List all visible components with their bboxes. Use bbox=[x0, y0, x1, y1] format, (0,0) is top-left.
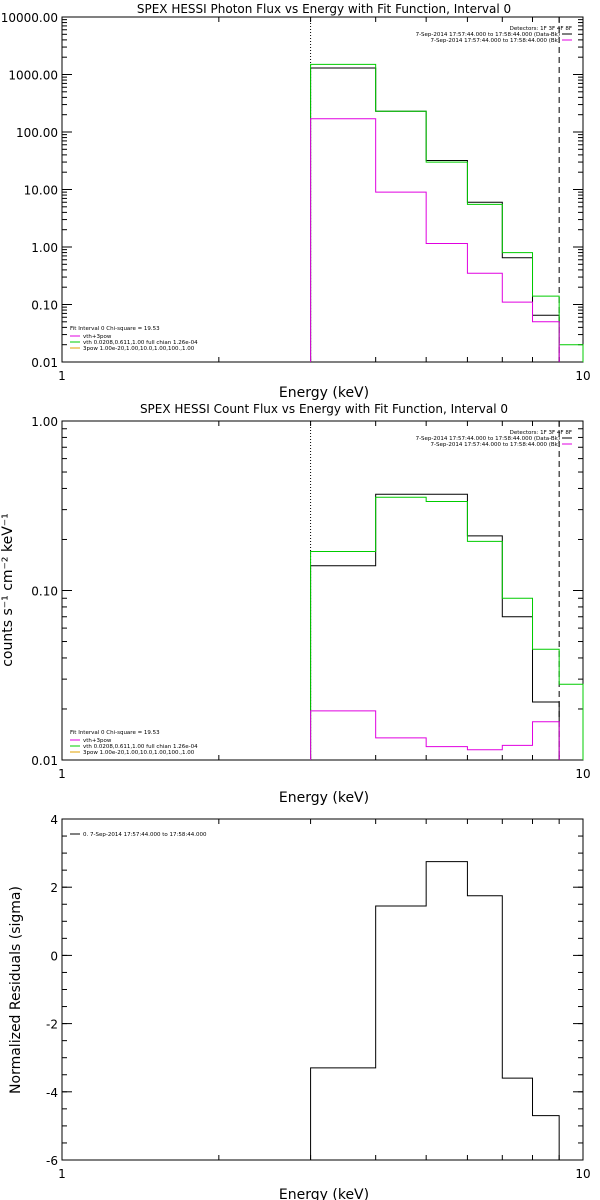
y-ticks: 4 2 0 -2 -4 -6 bbox=[46, 813, 583, 1168]
legend-entry: 3pow 1.00e-20,1.00,10.0,1.00,100.,1.00 bbox=[83, 346, 195, 352]
legend-entry: 0. 7-Sep-2014 17:57:44.000 to 17:58:44.0… bbox=[83, 832, 207, 838]
legend-entry: vth 0.0208,0.611,1.00 full chian 1.26e-0… bbox=[83, 340, 198, 346]
y-tick-label: 4 bbox=[50, 813, 58, 827]
x-axis-label: Energy (keV) bbox=[279, 1187, 369, 1200]
x-tick-label: 1 bbox=[58, 767, 66, 781]
legend-entry: 7-Sep-2014 17:57:44.000 to 17:58:44.000 … bbox=[431, 38, 561, 44]
y-tick-label: -2 bbox=[46, 1018, 58, 1032]
series-group bbox=[310, 493, 584, 760]
count-flux-panel: SPEX HESSI Count Flux vs Energy with Fit… bbox=[0, 402, 591, 806]
legend-entry: 7-Sep-2014 17:57:44.000 to 17:58:44.000 … bbox=[431, 442, 561, 448]
legend-entry: vth 0.0208,0.611,1.00 full chian 1.26e-0… bbox=[83, 744, 198, 750]
legend-header: Fit Interval 0 Chi-square = 19.53 bbox=[70, 326, 160, 332]
y-tick-label: 10.00 bbox=[24, 184, 58, 198]
panel-title: SPEX HESSI Count Flux vs Energy with Fit… bbox=[140, 402, 508, 416]
y-tick-label: 0.10 bbox=[31, 585, 58, 599]
y-tick-label: -4 bbox=[46, 1086, 58, 1100]
y-tick-label: 0 bbox=[50, 949, 58, 963]
y-tick-label: 0.01 bbox=[31, 356, 58, 370]
series-group bbox=[310, 861, 560, 1160]
series-line-0 bbox=[310, 861, 560, 1160]
x-axis-label: Energy (keV) bbox=[279, 385, 369, 401]
legend-entry: 3pow 1.00e-20,1.00,10.0,1.00,100.,1.00 bbox=[83, 750, 195, 756]
y-ticks: 1.00 0.10 0.01 bbox=[31, 415, 583, 768]
series-line-1 bbox=[310, 63, 584, 362]
y-tick-label: 0.01 bbox=[31, 754, 58, 768]
series-line-1 bbox=[310, 496, 584, 760]
x-tick-label: 1 bbox=[58, 369, 66, 383]
y-tick-label: 1000.00 bbox=[8, 69, 58, 83]
x-tick-label: 10 bbox=[575, 1167, 590, 1181]
y-tick-label: 100.00 bbox=[16, 126, 58, 140]
x-tick-label: 1 bbox=[58, 1167, 66, 1181]
y-tick-label: 2 bbox=[50, 881, 58, 895]
reference-lines bbox=[310, 17, 560, 362]
plot-frame bbox=[61, 16, 584, 363]
y-axis-label: counts s⁻¹ cm⁻² keV⁻¹ bbox=[0, 513, 16, 667]
x-ticks: 1 10 bbox=[58, 421, 591, 781]
y-tick-label: -6 bbox=[46, 1154, 58, 1168]
reference-lines bbox=[310, 421, 560, 760]
series-line-0 bbox=[310, 67, 560, 362]
y-axis-label: Normalized Residuals (sigma) bbox=[8, 886, 24, 1094]
legend-entry: vth+3pow bbox=[83, 334, 112, 340]
plot-frame bbox=[61, 420, 584, 761]
legend-header: Fit Interval 0 Chi-square = 19.53 bbox=[70, 730, 160, 736]
legend-entry: 7-Sep-2014 17:57:44.000 to 17:58:44.000 … bbox=[416, 32, 560, 38]
series-line-0 bbox=[310, 493, 560, 760]
panel-title: SPEX HESSI Photon Flux vs Energy with Fi… bbox=[137, 2, 511, 16]
series-group bbox=[310, 63, 584, 362]
y-tick-label: 1.00 bbox=[31, 415, 58, 429]
y-tick-label: 0.10 bbox=[31, 299, 58, 313]
plot-frame bbox=[61, 818, 584, 1161]
legend-bottom: Fit Interval 0 Chi-square = 19.53 vth+3p… bbox=[70, 326, 198, 352]
legend-entry: vth+3pow bbox=[83, 738, 112, 744]
x-axis-label: Energy (keV) bbox=[279, 790, 369, 806]
series-line-2 bbox=[310, 118, 560, 362]
x-tick-label: 10 bbox=[575, 369, 590, 383]
y-ticks: 10000.00 1000.00 100.00 10.00 1.00 0.10 0.01 bbox=[1, 11, 583, 370]
legend-header: Detectors: 1F 3F 4F 8F bbox=[510, 26, 572, 32]
legend-header: Detectors: 1F 3F 4F 8F bbox=[510, 430, 572, 436]
series-line-2 bbox=[310, 710, 560, 760]
residuals-panel: 4 2 0 -2 -4 -6 1 10 Energy (keV) Normalized Re… bbox=[8, 813, 591, 1200]
y-tick-label: 10000.00 bbox=[1, 11, 58, 25]
x-tick-label: 10 bbox=[575, 767, 590, 781]
y-tick-label: 1.00 bbox=[31, 241, 58, 255]
photon-flux-panel: SPEX HESSI Photon Flux vs Energy with Fi… bbox=[1, 2, 591, 401]
legend-top: 0. 7-Sep-2014 17:57:44.000 to 17:58:44.0… bbox=[70, 832, 207, 838]
legend-top: Detectors: 1F 3F 4F 8F 7-Sep-2014 17:57:… bbox=[416, 430, 572, 448]
legend-entry: 7-Sep-2014 17:57:44.000 to 17:58:44.000 … bbox=[416, 436, 560, 442]
legend-top: Detectors: 1F 3F 4F 8F 7-Sep-2014 17:57:… bbox=[416, 26, 572, 44]
x-ticks: 1 10 bbox=[58, 819, 591, 1181]
legend-bottom: Fit Interval 0 Chi-square = 19.53 vth+3p… bbox=[70, 730, 198, 756]
